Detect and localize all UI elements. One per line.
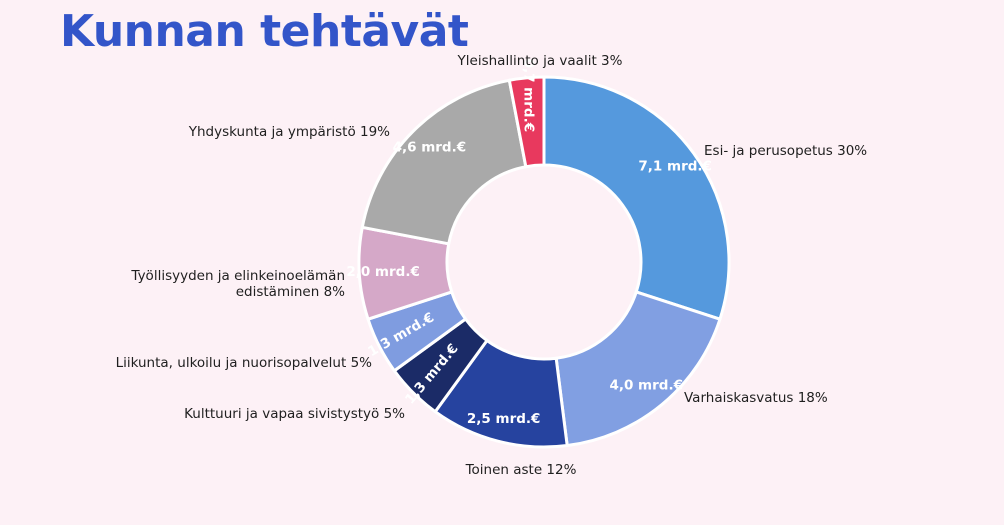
slice-value-label: 7,1 mrd.€ <box>638 159 712 175</box>
category-label-group: Esi- ja perusopetus 30% Varhaiskasvatus 1… <box>116 53 868 478</box>
slice-value-label: 2,5 mrd.€ <box>467 411 541 427</box>
donut-slice <box>554 290 722 448</box>
slice-value-label: 2,0 mrd.€ <box>346 264 420 280</box>
slice-group <box>357 75 731 449</box>
slice-value-label: 4,6 mrd.€ <box>393 139 467 155</box>
donut-slice <box>507 75 546 169</box>
slice-value-label: 0,7 mrd.€ <box>520 59 536 133</box>
slice-category-label: Varhaiskasvatus 18% <box>684 390 828 406</box>
slice-category-label: Esi- ja perusopetus 30% <box>704 143 867 159</box>
slice-category-label: Liikunta, ulkoilu ja nuorisopalvelut 5% <box>116 355 373 371</box>
slice-category-label: Yleishallinto ja vaalit 3% <box>457 53 623 69</box>
slice-category-label: Työllisyyden ja elinkeinoelämän edistämin… <box>130 268 345 300</box>
donut-slice <box>360 78 528 246</box>
page-title: Kunnan tehtävät <box>60 6 469 57</box>
slice-value-label: 4,0 mrd.€ <box>609 378 683 394</box>
slice-category-label: Toinen aste 12% <box>465 462 577 478</box>
donut-slice <box>542 75 731 321</box>
slice-category-label-line: Työllisyyden ja elinkeinoelämän <box>130 268 345 284</box>
slice-category-label: Yhdyskunta ja ympäristö 19% <box>188 124 390 140</box>
slice-category-label: Kulttuuri ja vapaa sivistystyö 5% <box>184 406 405 422</box>
slice-category-label-line: edistäminen 8% <box>236 284 345 300</box>
